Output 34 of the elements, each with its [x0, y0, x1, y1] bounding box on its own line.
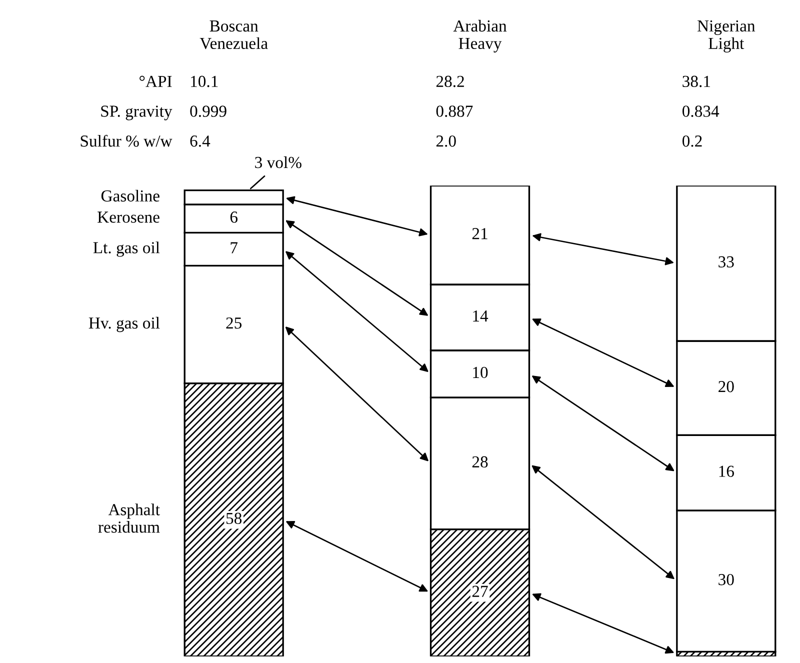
- series-label: Asphalt residuum: [98, 504, 160, 533]
- series-label: Gasoline: [101, 190, 160, 202]
- text: 0.2: [682, 135, 702, 147]
- text: 2.0: [436, 135, 456, 147]
- data-label: 30: [718, 574, 734, 586]
- data-label: 28: [472, 456, 488, 468]
- x-tick-label: Nigerian Light: [697, 20, 756, 52]
- data-label: 27: [472, 586, 488, 597]
- text: 0.887: [436, 106, 473, 117]
- text: 38.1: [682, 76, 710, 88]
- data-label: 21: [472, 228, 488, 240]
- data-label: 33: [718, 256, 734, 268]
- data-label: 58: [226, 512, 242, 524]
- x-tick-label: Boscan Venezuela: [200, 20, 268, 50]
- text: °API: [140, 76, 172, 87]
- text: Sulfur % w/w: [80, 134, 172, 147]
- text: 0.834: [682, 106, 720, 117]
- text: 28.2: [436, 76, 464, 88]
- text: 0.999: [190, 106, 226, 117]
- series-label: Hv. gas oil: [88, 316, 160, 332]
- x-tick-label: Arabian Heavy: [453, 20, 507, 52]
- data-label: 10: [473, 366, 488, 378]
- series-label: Lt. gas oil: [93, 242, 160, 257]
- data-label: 7: [230, 242, 238, 254]
- data-label: 16: [719, 466, 734, 477]
- text: SP. gravity: [101, 106, 172, 120]
- data-label: 14: [473, 310, 488, 322]
- data-label: 6: [230, 212, 238, 223]
- text: 6.4: [190, 136, 210, 147]
- text: 10.1: [191, 76, 218, 88]
- data-label: 25: [226, 317, 242, 329]
- data-label: 20: [718, 380, 734, 392]
- data-label: 3 vol%: [255, 156, 302, 168]
- series-label: Kerosene: [98, 212, 160, 223]
